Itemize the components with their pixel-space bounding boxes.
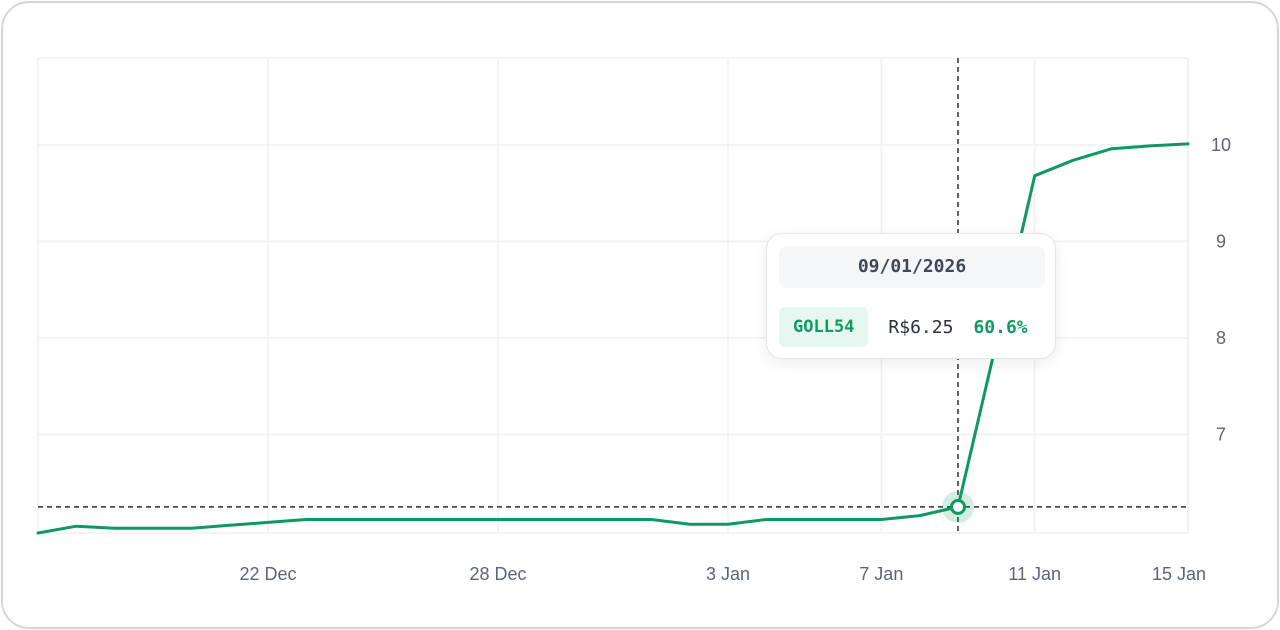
x-tick-label: 7 Jan — [859, 564, 903, 584]
x-tick-label: 3 Jan — [706, 564, 750, 584]
gridlines — [37, 57, 1189, 534]
y-axis-ticks: 7 8 9 10 — [1211, 135, 1231, 445]
y-tick-label: 9 — [1216, 231, 1226, 251]
x-tick-label: 22 Dec — [239, 564, 296, 584]
y-tick-label: 10 — [1211, 135, 1231, 155]
y-tick-label: 7 — [1216, 425, 1226, 445]
x-tick-label: 15 Jan — [1152, 564, 1206, 584]
ticker-badge: GOLL54 — [779, 307, 869, 347]
tooltip-change: 60.6% — [973, 316, 1028, 338]
x-tick-label: 28 Dec — [469, 564, 526, 584]
tooltip-date: 09/01/2026 — [779, 246, 1045, 288]
y-tick-label: 8 — [1216, 328, 1226, 348]
x-tick-label: 11 Jan — [1008, 564, 1061, 584]
tooltip-values-row: GOLL54 R$6.25 60.6% — [779, 307, 1028, 347]
hover-point[interactable] — [950, 498, 966, 515]
tooltip-price: R$6.25 — [888, 316, 954, 338]
hover-tooltip: 09/01/2026 GOLL54 R$6.25 60.6% — [766, 233, 1056, 359]
x-axis-ticks: 22 Dec 28 Dec 3 Jan 7 Jan 11 Jan 15 Jan — [239, 564, 1206, 584]
